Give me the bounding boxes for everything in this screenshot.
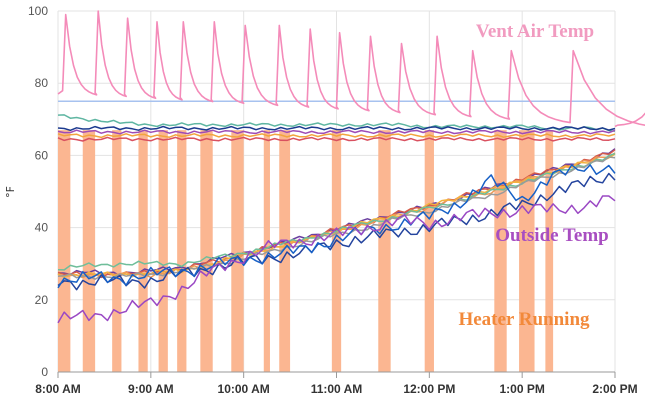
grid-layer: [57, 10, 616, 373]
x-tick-label: 12:00 PM: [403, 382, 455, 396]
heater-running-bars: [58, 130, 554, 372]
heater-running-bar: [138, 130, 148, 372]
series-line: [57, 10, 645, 128]
y-tick-label: 60: [35, 148, 49, 162]
heater-running-bar: [494, 130, 507, 372]
heater-running-bar: [82, 130, 96, 372]
y-tick-label: 80: [35, 76, 49, 90]
heater-running-bar: [519, 130, 535, 372]
series-line: [57, 172, 616, 291]
series-line: [57, 136, 616, 142]
series-line: [57, 114, 616, 133]
y-tick-label: 40: [35, 221, 49, 235]
x-tick-label: 9:00 AM: [128, 382, 174, 396]
y-tick-label: 20: [35, 293, 49, 307]
heater-running-bar: [112, 130, 122, 372]
series-line: [57, 164, 616, 289]
axis-layer: 0 20 40 60 80 100 8:00 AM 9:00 AM 10:00 AM 11:00 …: [28, 4, 638, 396]
series-layer: [57, 10, 645, 324]
y-tick-label: 100: [28, 4, 48, 18]
heater-running-bar: [200, 130, 213, 372]
y-tick-label: 0: [41, 365, 48, 379]
heater-running-bar: [177, 130, 187, 372]
heater-running-bar: [279, 130, 291, 372]
heater-running-bar: [378, 130, 391, 372]
heater-running-bar: [158, 130, 168, 372]
heater-running-bar: [58, 130, 71, 372]
heater-running-bar: [331, 130, 342, 372]
series-line: [57, 125, 616, 132]
x-tick-label: 11:00 AM: [311, 382, 363, 396]
x-tick-label: 8:00 AM: [35, 382, 81, 396]
series-line: [57, 195, 616, 324]
heater-running-bar: [545, 130, 554, 372]
series-line: [57, 129, 616, 135]
x-tick-label: 1:00 PM: [499, 382, 544, 396]
annotation-outside-temp: Outside Temp: [495, 225, 609, 246]
y-axis-label: °F: [4, 186, 17, 198]
series-line: [57, 133, 616, 139]
annotation-heater-running: Heater Running: [458, 309, 590, 330]
heater-running-bar: [424, 130, 434, 372]
heater-running-bar: [231, 130, 244, 372]
annotation-vent-air-temp: Vent Air Temp: [476, 21, 594, 42]
x-tick-label: 2:00 PM: [592, 382, 637, 396]
series-line: [57, 156, 616, 280]
x-tick-label: 10:00 AM: [218, 382, 270, 396]
